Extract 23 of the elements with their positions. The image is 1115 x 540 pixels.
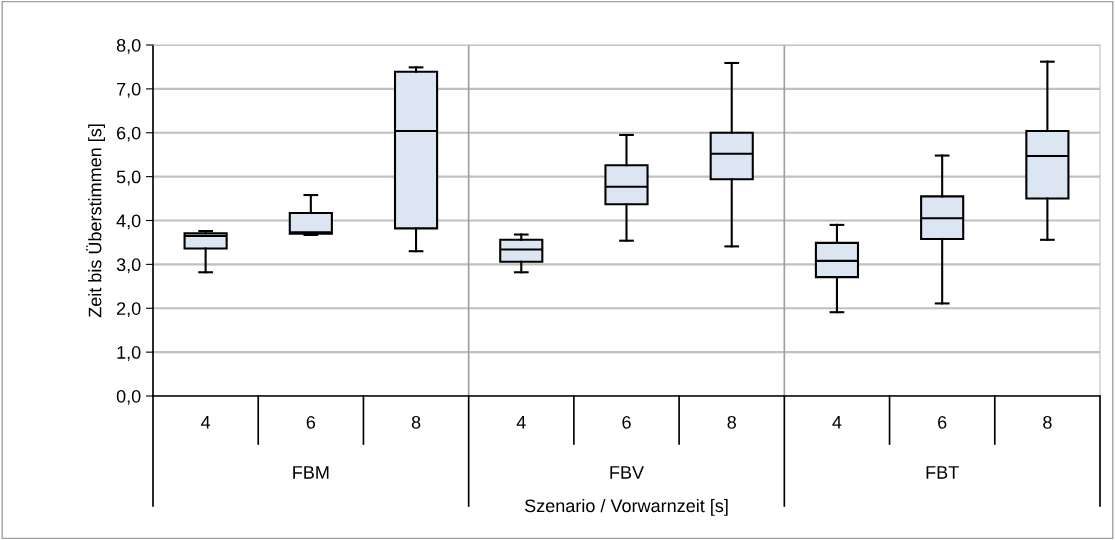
y-tick-label: 1,0: [117, 346, 141, 361]
x-tick-label: 4: [832, 416, 842, 429]
y-tick-label: 4,0: [116, 214, 141, 230]
x-tick-label: 8: [411, 415, 421, 429]
y-axis-title: Zeit bis Überstimmen [s]: [86, 124, 105, 318]
y-tick-label: 5,0: [116, 170, 141, 186]
text: FBV: [610, 466, 644, 479]
text: FBT: [926, 466, 959, 479]
x-tick-label: 4: [201, 416, 211, 429]
text: FBM: [293, 466, 329, 479]
x-tick-label: 4: [516, 416, 526, 429]
x-axis-title: Szenario / Vorwarnzeit [s]: [524, 498, 728, 516]
x-tick-label: 8: [727, 415, 736, 429]
y-tick-label: 6,0: [117, 126, 141, 142]
x-tick-label: 6: [622, 415, 631, 429]
y-tick-label: 0,0: [116, 389, 141, 405]
y-tick-label: 7,0: [117, 82, 141, 98]
x-tick-label: 6: [306, 415, 316, 429]
y-tick-label: 8,0: [116, 38, 141, 54]
y-tick-label: 2,0: [117, 302, 141, 318]
x-tick-label: 8: [1043, 415, 1052, 429]
y-tick-label: 3,0: [116, 258, 141, 274]
x-tick-label: 6: [938, 415, 947, 429]
